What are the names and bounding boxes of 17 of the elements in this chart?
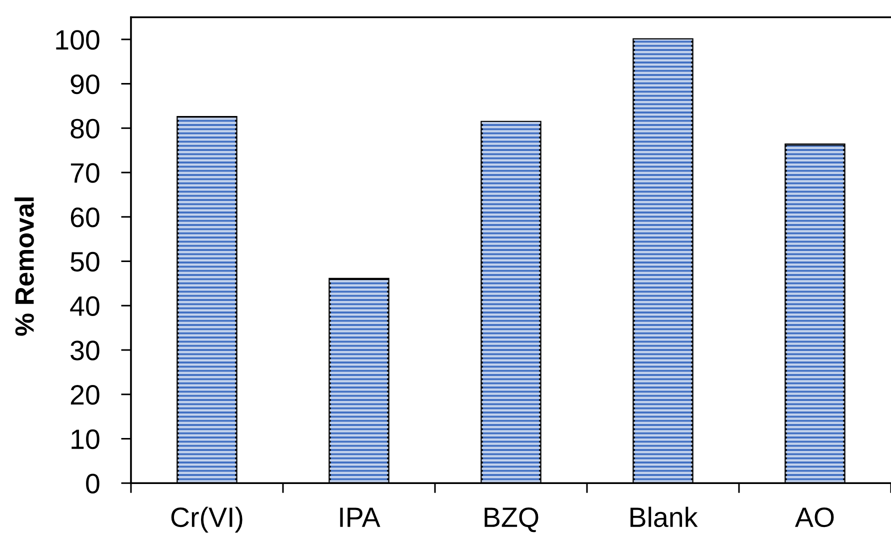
- y-tick-label: 10: [72, 429, 100, 450]
- y-tick-label: 20: [70, 385, 100, 405]
- y-tick-label: 100: [56, 30, 100, 50]
- y-tick-label: 50: [70, 252, 100, 272]
- x-tick-label: IPA: [340, 508, 380, 527]
- y-tick-label: 70: [70, 163, 100, 183]
- y-tick-label: 30: [70, 340, 100, 360]
- x-tick-label: Cr(VI): [171, 506, 242, 533]
- y-tick-label: 40: [70, 296, 100, 316]
- x-tick-label: Blank: [630, 506, 698, 528]
- y-tick-label: 0: [86, 474, 100, 494]
- x-tick-label: AO: [794, 507, 834, 528]
- y-tick-label: 80: [70, 118, 100, 138]
- y-tick-label: 60: [70, 208, 100, 228]
- y-axis-title: % Removal: [14, 197, 34, 336]
- x-tick-label: BZQ: [484, 507, 538, 532]
- y-tick-label: 90: [70, 74, 100, 94]
